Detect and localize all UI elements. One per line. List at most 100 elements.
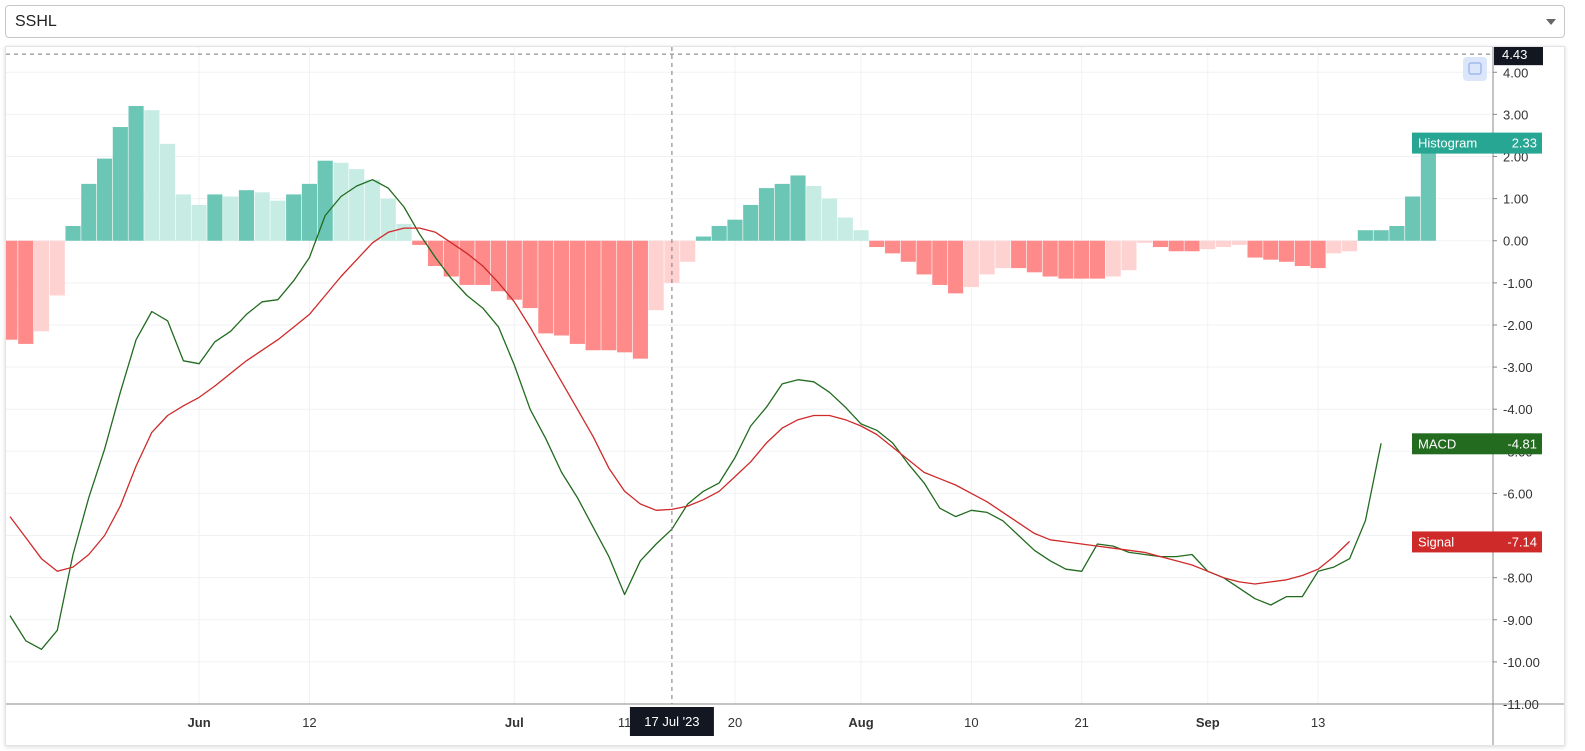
chart-svg[interactable]: Jun 12 Jul 11 20 Aug 10 21 Sep 13 4.003.002.001.0…: [2, 43, 1564, 745]
histogram-bar: [648, 240, 664, 311]
histogram-bar: [806, 185, 822, 241]
histogram-bar: [758, 188, 775, 241]
chevron-down-icon[interactable]: [1546, 19, 1556, 25]
x-tick-label: 20: [728, 715, 742, 730]
crosshair-x-label: 17 Jul '23: [644, 714, 699, 729]
histogram-bar: [112, 127, 128, 241]
histogram-bar: [601, 240, 617, 351]
crosshair: 17 Jul '23 4.43: [6, 43, 1543, 736]
y-tick-label: -2.00: [1503, 318, 1533, 333]
y-tick-label: 3.00: [1503, 107, 1528, 122]
x-tick-label: 10: [964, 715, 978, 730]
macd-chart[interactable]: Jun 12 Jul 11 20 Aug 10 21 Sep 13 4.00 3.00 2.00 1.0…: [2, 43, 1565, 746]
histogram-bar: [144, 110, 160, 241]
histogram-bar: [412, 240, 428, 245]
y-tick-label: -8.00: [1503, 571, 1533, 586]
histogram-bar: [617, 240, 633, 353]
histogram-bar: [774, 183, 790, 241]
crosshair-y-label: 4.43: [1502, 47, 1527, 62]
x-axis: Jun 12 Jul 11 20 Aug 10 21 Sep 13: [6, 703, 1564, 730]
histogram-bar: [286, 194, 302, 241]
histogram-bar: [884, 240, 901, 254]
histogram-bar: [349, 169, 365, 241]
histogram-bar: [821, 198, 838, 241]
histogram-bar: [333, 162, 349, 241]
histogram-bar: [1137, 240, 1153, 243]
histogram-bar: [743, 204, 759, 241]
y-tick-label: -9.00: [1503, 613, 1533, 628]
histogram-bar: [191, 204, 207, 241]
histogram-bar: [932, 240, 948, 285]
histogram-bar: [664, 240, 680, 283]
macd-tag-label: MACD: [1418, 436, 1456, 451]
histogram-bar: [1121, 240, 1137, 271]
histogram-bar: [1326, 240, 1342, 254]
histogram-bar: [1342, 240, 1358, 252]
y-tick-label: -6.00: [1503, 486, 1533, 501]
signal-tag-label: Signal: [1418, 534, 1454, 549]
histogram-bar: [680, 240, 696, 262]
histogram-bar: [963, 240, 979, 288]
histogram-bar: [522, 240, 538, 309]
histogram-bar: [364, 179, 381, 241]
histogram-bar: [128, 105, 144, 241]
histogram-bar: [900, 240, 916, 262]
go-to-realtime-icon[interactable]: [1463, 57, 1487, 81]
histogram-bar: [554, 240, 570, 336]
x-tick-label: 11: [618, 715, 632, 730]
histogram-bar: [711, 225, 727, 241]
histogram-bar: [396, 223, 412, 241]
histogram-bar: [81, 183, 97, 241]
histogram-bar: [1042, 240, 1058, 277]
histogram-bar: [160, 143, 176, 241]
histogram-bar: [1294, 240, 1310, 266]
histogram-bar: [1357, 230, 1373, 241]
histogram-bar: [1278, 240, 1295, 262]
symbol-select[interactable]: SSHL: [5, 5, 1565, 38]
crosshair-x-label-bg: [629, 707, 714, 736]
grid: [6, 47, 1493, 705]
histogram-bar: [695, 236, 712, 241]
x-tick-label: Jun: [188, 715, 211, 730]
macd-tag-bg: [1412, 433, 1542, 455]
histogram-bar: [49, 240, 65, 296]
macd-line: [9, 179, 1382, 650]
histogram-bar: [790, 175, 806, 241]
histogram-bar: [506, 240, 522, 300]
macd-tag-value: -4.81: [1507, 436, 1537, 451]
histogram-bar: [1200, 240, 1216, 250]
histogram-bar: [380, 198, 396, 241]
histogram-bar: [1263, 240, 1279, 260]
y-tick-label: -1.00: [1503, 276, 1533, 291]
histogram-bar: [995, 240, 1011, 269]
x-tick-label: 21: [1074, 715, 1088, 730]
histogram-bar: [948, 240, 964, 294]
histogram-bar: [837, 217, 853, 241]
histogram-bar: [1058, 240, 1074, 279]
histogram-bar: [301, 183, 318, 241]
histogram-bar: [1184, 240, 1200, 252]
y-tick-label: -10.00: [1503, 655, 1540, 670]
histogram-bar: [1373, 230, 1389, 241]
histogram-tag-bg: [1412, 132, 1542, 154]
histogram-bar: [1310, 240, 1326, 269]
histogram-bar: [632, 240, 648, 359]
histogram-bar: [1405, 196, 1421, 241]
histogram-bar: [475, 240, 491, 285]
signal-tag-value: -7.14: [1507, 534, 1537, 549]
histogram-bar: [727, 219, 743, 241]
histogram-bar: [1089, 240, 1106, 279]
histogram-bar: [569, 240, 585, 344]
x-tick-label: Sep: [1196, 715, 1220, 730]
y-tick-label: -3.00: [1503, 360, 1533, 375]
crosshair-y-label-bg: [1494, 43, 1543, 66]
histogram-bar: [317, 160, 333, 241]
histogram-bar: [254, 192, 270, 241]
histogram-bar: [33, 240, 50, 332]
histogram-bar: [1247, 240, 1263, 258]
histogram-bars: [2, 105, 1436, 359]
histogram-bar: [1152, 240, 1169, 248]
histogram-bar: [538, 240, 554, 334]
value-tags: Histogram 2.33 MACD -4.81 Signal -7.14: [1412, 132, 1542, 553]
histogram-bar: [585, 240, 601, 351]
